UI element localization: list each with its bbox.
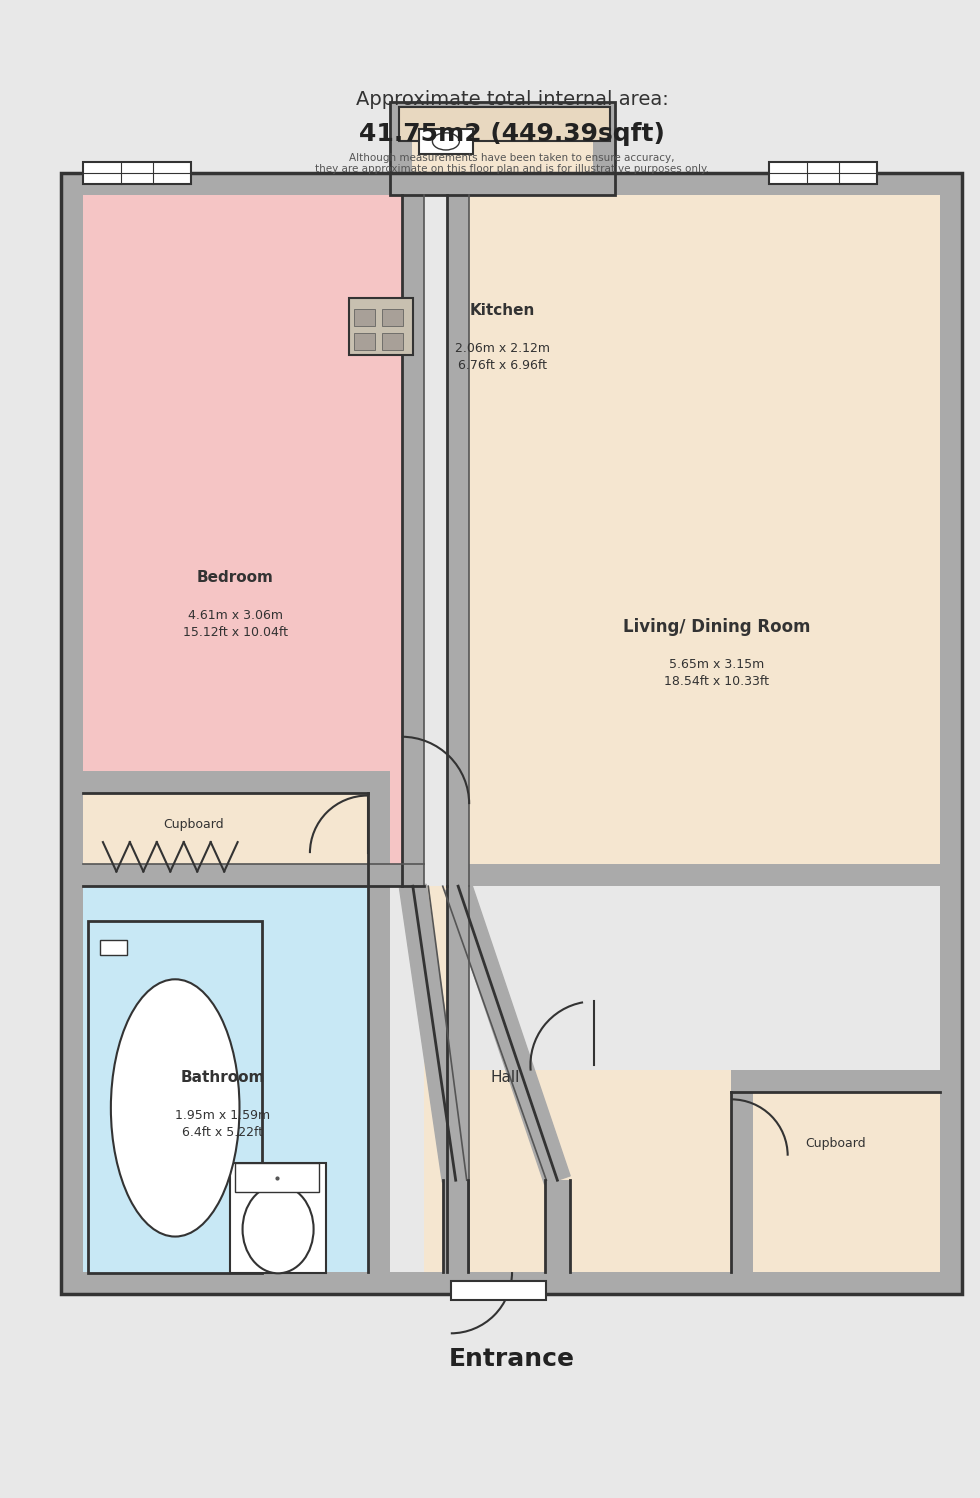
Text: Although measurements have been taken to ensure accuracy,
they are approximate o: Although measurements have been taken to… [315, 153, 710, 174]
Bar [354, 309, 374, 327]
Bar [349, 298, 413, 355]
Bar [402, 195, 423, 887]
Text: Approximate total internal area:: Approximate total internal area: [356, 90, 668, 109]
Bar [419, 129, 472, 154]
Text: Bedroom: Bedroom [197, 571, 273, 586]
Bar [754, 1070, 940, 1272]
Bar [61, 1272, 961, 1294]
Bar [545, 1180, 569, 1272]
Text: 1.95m x 1.59m
6.4ft x 5.22ft: 1.95m x 1.59m 6.4ft x 5.22ft [175, 1109, 270, 1138]
Bar [61, 174, 961, 195]
Bar [469, 195, 940, 864]
Text: 41.75m2 (449.39sqft): 41.75m2 (449.39sqft) [359, 121, 665, 145]
Bar [731, 1070, 754, 1272]
Bar [447, 195, 469, 887]
Bar [83, 771, 368, 792]
Bar [769, 162, 877, 184]
Bar [447, 887, 469, 1272]
Bar [83, 887, 390, 1272]
Bar [83, 195, 402, 864]
Bar [390, 102, 615, 195]
Ellipse shape [243, 1185, 314, 1273]
Text: Cupboard: Cupboard [806, 1137, 865, 1150]
Bar [100, 941, 127, 954]
Bar [443, 1180, 468, 1272]
Text: Cupboard: Cupboard [164, 818, 223, 831]
Bar [354, 333, 374, 349]
Bar [468, 1180, 545, 1272]
Bar [61, 174, 83, 1294]
Bar [400, 106, 610, 141]
Bar [940, 174, 961, 1294]
Bar [83, 162, 191, 184]
Ellipse shape [111, 980, 239, 1236]
Text: 2.06m x 2.12m
6.76ft x 6.96ft: 2.06m x 2.12m 6.76ft x 6.96ft [455, 342, 550, 372]
Bar [731, 1070, 940, 1092]
Text: 5.65m x 3.15m
18.54ft x 10.33ft: 5.65m x 3.15m 18.54ft x 10.33ft [664, 658, 769, 688]
Bar [382, 333, 403, 349]
Bar [88, 920, 262, 1273]
Text: Hall: Hall [490, 1070, 519, 1085]
Bar [423, 887, 447, 1272]
Text: Living/ Dining Room: Living/ Dining Room [623, 617, 810, 635]
Bar [368, 771, 390, 1272]
Polygon shape [400, 884, 469, 1182]
Bar [451, 1281, 547, 1300]
Bar [447, 864, 940, 887]
Bar [230, 1162, 325, 1273]
Text: Bathroom: Bathroom [180, 1070, 266, 1085]
Bar [593, 102, 615, 195]
Bar [83, 771, 368, 887]
Bar [469, 1070, 731, 1272]
Text: Entrance: Entrance [449, 1347, 575, 1371]
Bar [382, 309, 403, 327]
Text: Kitchen: Kitchen [469, 303, 535, 318]
Polygon shape [445, 882, 570, 1185]
Text: 4.61m x 3.06m
15.12ft x 10.04ft: 4.61m x 3.06m 15.12ft x 10.04ft [182, 610, 288, 640]
Bar [412, 102, 593, 195]
Bar [235, 1162, 318, 1192]
Bar [390, 102, 412, 195]
Bar [61, 174, 961, 1294]
Ellipse shape [432, 133, 460, 150]
Bar [83, 864, 424, 887]
Bar [390, 102, 615, 124]
